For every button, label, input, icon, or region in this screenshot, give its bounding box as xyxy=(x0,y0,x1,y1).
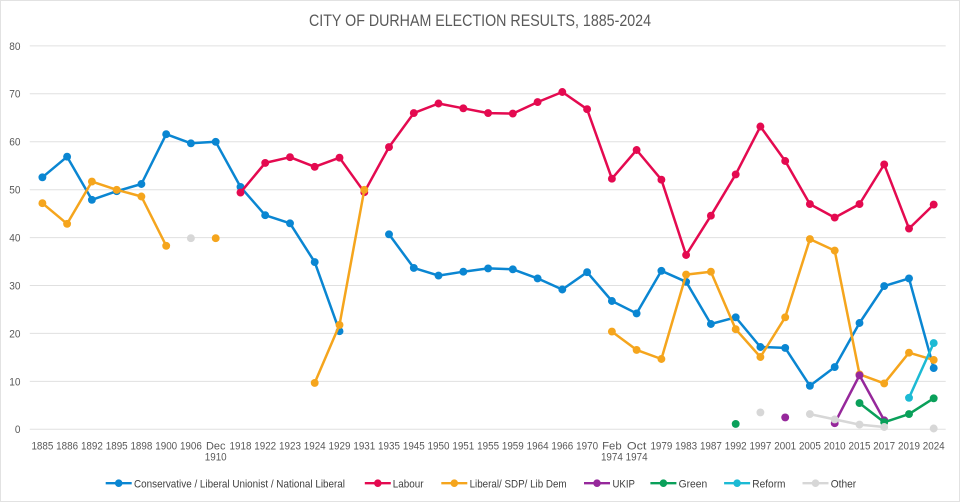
svg-text:2024: 2024 xyxy=(923,440,945,452)
svg-text:2015: 2015 xyxy=(849,440,871,452)
svg-text:1964: 1964 xyxy=(527,440,549,452)
svg-text:1923: 1923 xyxy=(279,440,301,452)
svg-text:10: 10 xyxy=(9,376,20,388)
svg-text:2017: 2017 xyxy=(873,440,895,452)
svg-text:1924: 1924 xyxy=(304,440,326,452)
svg-text:1951: 1951 xyxy=(452,440,474,452)
svg-text:1950: 1950 xyxy=(428,440,450,452)
svg-text:1898: 1898 xyxy=(130,440,152,452)
svg-text:1910: 1910 xyxy=(205,451,227,463)
svg-text:1997: 1997 xyxy=(749,440,771,452)
svg-text:Oct: Oct xyxy=(627,440,647,452)
svg-text:1974: 1974 xyxy=(601,451,623,463)
svg-text:1945: 1945 xyxy=(403,440,425,452)
svg-text:60: 60 xyxy=(9,137,20,149)
svg-text:Dec: Dec xyxy=(206,440,226,452)
svg-text:1987: 1987 xyxy=(700,440,722,452)
svg-text:1970: 1970 xyxy=(576,440,598,452)
svg-text:1931: 1931 xyxy=(353,440,375,452)
svg-text:80: 80 xyxy=(9,41,20,53)
svg-text:50: 50 xyxy=(9,185,20,197)
svg-text:1929: 1929 xyxy=(329,440,351,452)
svg-text:1892: 1892 xyxy=(81,440,103,452)
svg-text:1918: 1918 xyxy=(230,440,252,452)
svg-text:70: 70 xyxy=(9,89,20,101)
svg-text:1900: 1900 xyxy=(155,440,177,452)
svg-text:Reform: Reform xyxy=(752,478,785,490)
svg-text:2010: 2010 xyxy=(824,440,846,452)
svg-text:Conservative / Liberal Unionis: Conservative / Liberal Unionist / Nation… xyxy=(134,478,345,490)
svg-text:2019: 2019 xyxy=(898,440,920,452)
svg-text:1955: 1955 xyxy=(477,440,499,452)
svg-text:Labour: Labour xyxy=(393,478,424,490)
svg-text:1922: 1922 xyxy=(254,440,276,452)
svg-text:Feb: Feb xyxy=(602,440,622,452)
svg-text:CITY OF DURHAM ELECTION RESULT: CITY OF DURHAM ELECTION RESULTS, 1885-20… xyxy=(309,11,651,30)
svg-text:40: 40 xyxy=(9,233,20,245)
svg-text:1959: 1959 xyxy=(502,440,524,452)
svg-text:1974: 1974 xyxy=(626,451,648,463)
svg-text:1983: 1983 xyxy=(675,440,697,452)
svg-text:2005: 2005 xyxy=(799,440,821,452)
svg-text:1966: 1966 xyxy=(551,440,573,452)
svg-text:Other: Other xyxy=(831,478,857,490)
svg-text:1992: 1992 xyxy=(725,440,747,452)
svg-text:2001: 2001 xyxy=(774,440,796,452)
svg-text:1886: 1886 xyxy=(56,440,78,452)
svg-text:UKIP: UKIP xyxy=(613,478,635,490)
svg-text:20: 20 xyxy=(9,328,20,340)
svg-text:1885: 1885 xyxy=(31,440,53,452)
svg-text:30: 30 xyxy=(9,280,20,292)
svg-text:1935: 1935 xyxy=(378,440,400,452)
svg-text:Green: Green xyxy=(679,478,708,490)
svg-text:0: 0 xyxy=(15,424,21,436)
svg-text:1895: 1895 xyxy=(106,440,128,452)
svg-text:Liberal/ SDP/ Lib Dem: Liberal/ SDP/ Lib Dem xyxy=(470,478,567,490)
svg-text:1906: 1906 xyxy=(180,440,202,452)
svg-text:1979: 1979 xyxy=(650,440,672,452)
